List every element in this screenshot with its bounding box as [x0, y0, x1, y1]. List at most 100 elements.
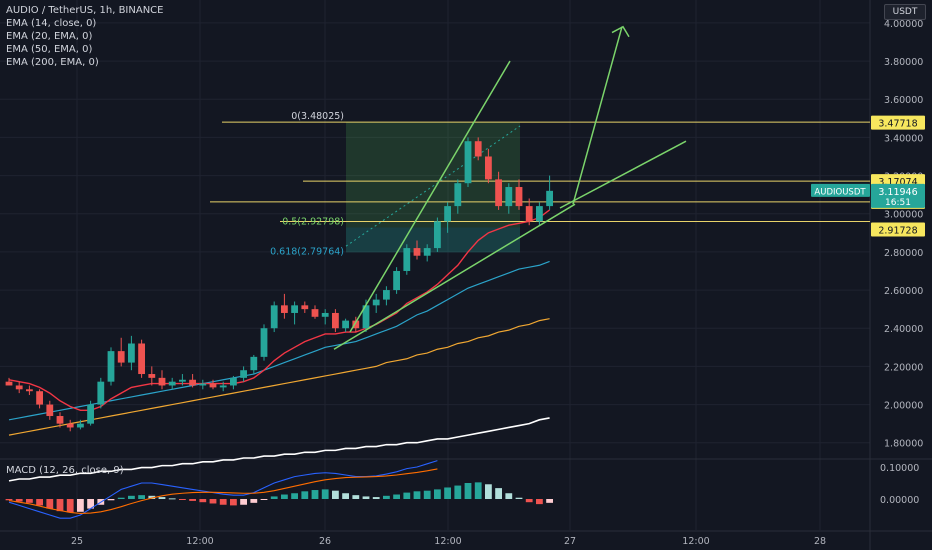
- y-tick-label: 2.20000: [884, 362, 923, 373]
- price-label-box: [871, 222, 925, 237]
- y-tick-label: 2.00000: [884, 401, 923, 412]
- macd-histogram-bar: [464, 483, 472, 499]
- candle-body: [525, 206, 533, 222]
- candle-body: [107, 351, 115, 382]
- candle-body: [444, 206, 451, 222]
- ema200-legend[interactable]: EMA (200, EMA, 0): [6, 57, 99, 68]
- candle-body: [87, 404, 94, 424]
- x-tick-label: 25: [71, 536, 83, 547]
- candle-body: [5, 381, 13, 386]
- candle-body: [321, 312, 329, 317]
- candle-body: [270, 305, 278, 329]
- candle-body: [505, 187, 513, 207]
- macd-histogram-bar: [46, 499, 54, 509]
- ema200-line: [8, 318, 550, 436]
- candle-body: [393, 270, 400, 291]
- x-tick-label: 12:00: [186, 536, 213, 547]
- candle-body: [26, 389, 33, 392]
- macd-histogram-bar: [474, 482, 482, 499]
- macd-histogram-bar: [158, 497, 166, 499]
- candle-body: [536, 206, 543, 222]
- macd-histogram-bar: [525, 499, 533, 503]
- candle-body: [372, 299, 380, 306]
- signal-line: [8, 468, 438, 514]
- candle-body: [515, 187, 523, 207]
- macd-histogram-bar: [362, 496, 370, 499]
- macd-histogram-bar: [454, 485, 462, 499]
- symbol-tag-box: [811, 183, 870, 197]
- fib-label: 0.618(2.79764): [270, 246, 344, 257]
- candle-body: [352, 320, 360, 329]
- macd-histogram-bar: [128, 495, 135, 499]
- position-diagonal: [345, 125, 521, 247]
- ema14-legend[interactable]: EMA (14, close, 0): [6, 18, 97, 29]
- x-tick-label: 26: [319, 536, 331, 547]
- y-tick-label: 3.60000: [884, 95, 923, 106]
- candle-body: [168, 381, 176, 386]
- macd-histogram-bar: [291, 493, 298, 499]
- macd-histogram-bar: [393, 494, 400, 499]
- candle-body: [362, 305, 370, 329]
- price-label: 3.17074: [878, 177, 917, 188]
- macd-histogram-bar: [56, 499, 64, 512]
- macd-histogram-bar: [485, 484, 492, 499]
- macd-histogram-bar: [515, 497, 523, 499]
- candle-body: [301, 305, 309, 310]
- ema14-line: [8, 209, 551, 411]
- candle-body: [209, 383, 217, 388]
- macd-histogram-bar: [311, 490, 319, 499]
- candle-body: [413, 248, 421, 256]
- y-tick-label: 2.60000: [884, 286, 923, 297]
- currency-unit-button[interactable]: USDT: [884, 4, 926, 20]
- macd-histogram-bar: [383, 495, 390, 499]
- macd-tick-label: 0.00000: [880, 495, 919, 506]
- macd-histogram-bar: [87, 499, 94, 509]
- candle-body: [128, 343, 135, 363]
- macd-histogram-bar: [179, 499, 186, 500]
- price-label: 3.47718: [878, 119, 917, 130]
- macd-histogram-bar: [148, 495, 156, 499]
- macd-histogram-bar: [15, 499, 23, 502]
- candle-body: [546, 190, 553, 207]
- macd-histogram-bar: [189, 499, 196, 501]
- macd-histogram-bar: [209, 499, 217, 504]
- macd-histogram-bar: [270, 496, 278, 499]
- macd-histogram-bar: [434, 489, 441, 499]
- fib-label: 0.5(2.92798): [282, 216, 344, 227]
- macd-histogram-bar: [536, 499, 543, 505]
- trendline: [559, 140, 687, 209]
- y-tick-label: 3.40000: [884, 133, 923, 144]
- y-tick-label: 3.80000: [884, 57, 923, 68]
- candle-body: [15, 385, 23, 390]
- x-tick-label: 12:00: [682, 536, 709, 547]
- candle-body: [138, 343, 145, 375]
- candle-body: [230, 377, 237, 386]
- channel-lower-line: [333, 203, 576, 350]
- macd-histogram-bar: [321, 489, 329, 499]
- countdown: 16:51: [885, 198, 911, 208]
- ema50-legend[interactable]: EMA (50, EMA, 0): [6, 44, 93, 55]
- macd-histogram-bar: [138, 495, 145, 499]
- symbol-title[interactable]: AUDIO / TetherUS, 1h, BINANCE: [6, 5, 164, 16]
- candle-body: [219, 385, 227, 388]
- macd-histogram-bar: [36, 499, 43, 506]
- macd-legend[interactable]: MACD (12, 26, close, 9): [6, 465, 124, 476]
- macd-histogram-bar: [413, 491, 421, 499]
- y-tick-label: 3.00000: [884, 210, 923, 221]
- channel-upper-line: [349, 60, 511, 333]
- macd-histogram-bar: [26, 499, 33, 503]
- fib-label: 0(3.48025): [291, 111, 344, 122]
- macd-histogram-bar: [301, 491, 309, 499]
- macd-histogram-bar: [444, 487, 451, 499]
- candle-body: [464, 141, 472, 184]
- macd-histogram-bar: [117, 497, 125, 499]
- macd-histogram-bar: [5, 499, 13, 501]
- candle-body: [454, 183, 462, 207]
- candle-body: [46, 404, 54, 417]
- y-tick-label: 2.80000: [884, 248, 923, 259]
- candle-body: [403, 248, 411, 271]
- candle-body: [383, 290, 390, 300]
- candle-body: [56, 416, 64, 424]
- ema20-legend[interactable]: EMA (20, EMA, 0): [6, 31, 93, 42]
